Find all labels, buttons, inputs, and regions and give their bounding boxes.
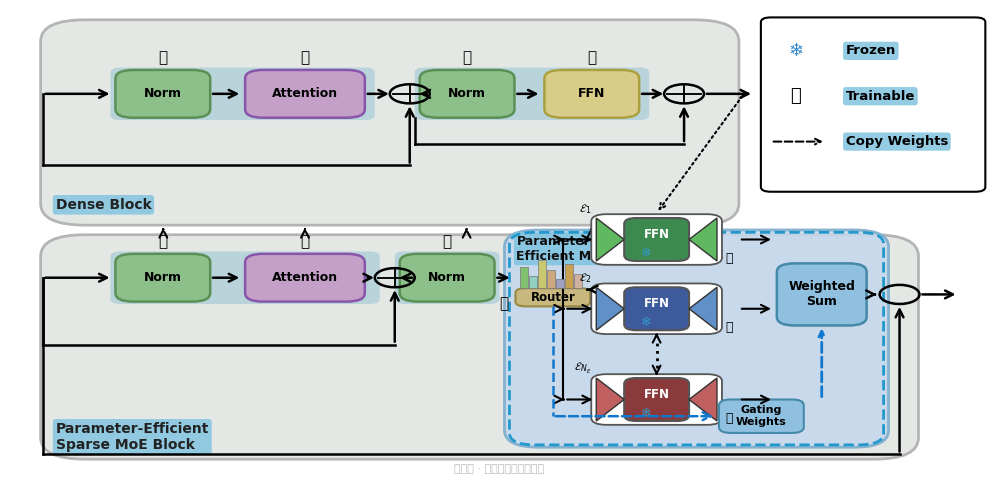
- Text: Parameter-
Efficient MoE: Parameter- Efficient MoE: [516, 235, 608, 262]
- Bar: [574, 274, 582, 288]
- Text: FFN: FFN: [643, 388, 669, 401]
- Text: Router: Router: [530, 291, 575, 304]
- Bar: [529, 276, 537, 288]
- Text: Frozen: Frozen: [846, 45, 896, 57]
- Text: 🔥: 🔥: [301, 50, 310, 66]
- Text: Copy Weights: Copy Weights: [846, 135, 948, 148]
- Text: 🔥: 🔥: [725, 252, 732, 265]
- Text: 公众号 · 大模型自然语言处理: 公众号 · 大模型自然语言处理: [455, 464, 544, 474]
- Text: Trainable: Trainable: [846, 90, 915, 103]
- Text: FFN: FFN: [643, 297, 669, 310]
- Text: ❄: ❄: [641, 247, 652, 260]
- Text: ❄: ❄: [641, 316, 652, 329]
- FancyBboxPatch shape: [591, 214, 722, 265]
- FancyBboxPatch shape: [719, 399, 804, 433]
- Text: Norm: Norm: [429, 271, 467, 284]
- Text: 🔥: 🔥: [158, 234, 168, 250]
- Polygon shape: [596, 378, 624, 421]
- Text: Parameter-Efficient
Sparse MoE Block: Parameter-Efficient Sparse MoE Block: [56, 422, 209, 452]
- FancyBboxPatch shape: [777, 263, 866, 325]
- FancyBboxPatch shape: [420, 70, 514, 118]
- Text: Norm: Norm: [449, 87, 487, 100]
- FancyBboxPatch shape: [591, 374, 722, 425]
- Polygon shape: [689, 218, 717, 261]
- FancyBboxPatch shape: [111, 251, 380, 304]
- Text: 🔥: 🔥: [725, 412, 732, 425]
- FancyBboxPatch shape: [116, 254, 210, 302]
- FancyBboxPatch shape: [41, 235, 918, 459]
- Bar: [547, 270, 555, 288]
- FancyBboxPatch shape: [415, 68, 649, 120]
- Text: Attention: Attention: [272, 87, 338, 100]
- Text: 🔥: 🔥: [499, 297, 508, 311]
- FancyBboxPatch shape: [761, 17, 985, 192]
- Polygon shape: [596, 287, 624, 330]
- FancyBboxPatch shape: [544, 70, 639, 118]
- Polygon shape: [596, 218, 624, 261]
- Text: $\mathcal{E}_{N_E}$: $\mathcal{E}_{N_E}$: [573, 361, 591, 376]
- FancyBboxPatch shape: [591, 284, 722, 334]
- FancyBboxPatch shape: [624, 287, 689, 330]
- Text: 🔥: 🔥: [587, 50, 596, 66]
- FancyBboxPatch shape: [400, 254, 495, 302]
- Text: 🔥: 🔥: [725, 321, 732, 334]
- Text: 🔥: 🔥: [463, 50, 472, 66]
- Text: 🔥: 🔥: [443, 234, 452, 250]
- Text: Norm: Norm: [144, 271, 182, 284]
- Text: 🔥: 🔥: [790, 87, 801, 105]
- Polygon shape: [689, 378, 717, 421]
- Text: FFN: FFN: [643, 228, 669, 241]
- FancyBboxPatch shape: [111, 68, 375, 120]
- FancyBboxPatch shape: [116, 70, 210, 118]
- Text: Norm: Norm: [144, 87, 182, 100]
- FancyBboxPatch shape: [504, 230, 888, 447]
- Text: 🔥: 🔥: [158, 50, 168, 66]
- FancyBboxPatch shape: [395, 251, 500, 304]
- Text: Gating
Weights: Gating Weights: [736, 405, 787, 427]
- Text: $\mathcal{E}_1$: $\mathcal{E}_1$: [578, 202, 591, 216]
- FancyBboxPatch shape: [41, 20, 739, 225]
- Text: Weighted
Sum: Weighted Sum: [788, 280, 855, 308]
- Text: Attention: Attention: [272, 271, 338, 284]
- Text: Dense Block: Dense Block: [56, 198, 151, 212]
- FancyBboxPatch shape: [515, 288, 590, 307]
- Text: ❄: ❄: [641, 407, 652, 420]
- FancyBboxPatch shape: [245, 254, 365, 302]
- Text: $\mathcal{E}_2$: $\mathcal{E}_2$: [578, 271, 591, 285]
- Bar: [538, 260, 546, 288]
- FancyBboxPatch shape: [245, 70, 365, 118]
- FancyBboxPatch shape: [624, 378, 689, 421]
- FancyBboxPatch shape: [624, 218, 689, 261]
- Polygon shape: [689, 287, 717, 330]
- Bar: [556, 279, 564, 288]
- Bar: [565, 264, 573, 288]
- Text: ❄: ❄: [788, 42, 803, 60]
- Bar: [520, 267, 528, 288]
- Text: 🔥: 🔥: [301, 234, 310, 250]
- Text: FFN: FFN: [578, 87, 605, 100]
